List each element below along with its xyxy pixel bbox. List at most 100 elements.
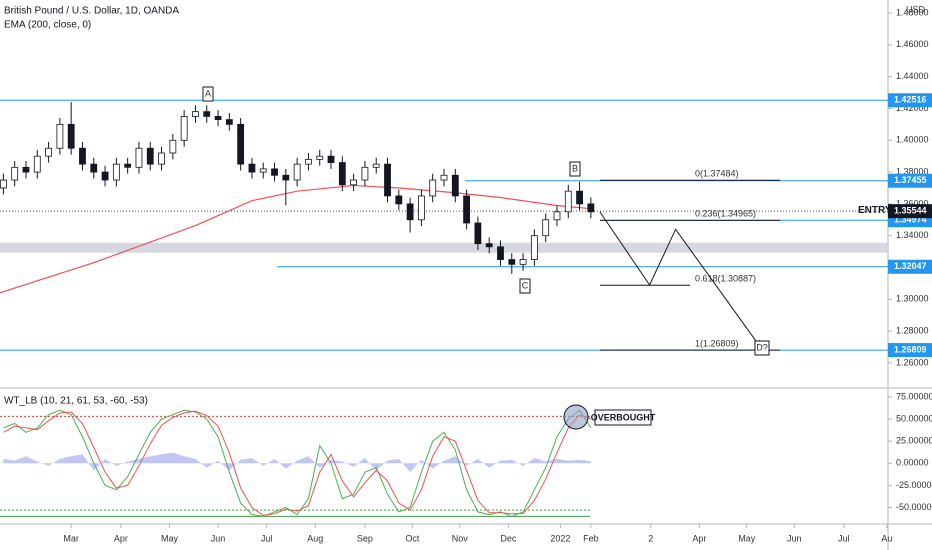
fib-label: 0(1.37484) <box>695 169 739 179</box>
fib-label: 0.618(1.30887) <box>695 274 756 284</box>
x-tick-label: Sep <box>357 533 373 543</box>
candle-body <box>372 163 380 168</box>
candle-body <box>214 116 222 121</box>
candle-body <box>395 195 403 205</box>
candle-body <box>497 246 504 260</box>
price-label: 1.32047 <box>894 261 927 271</box>
candle-body <box>316 155 324 160</box>
price-label: 1.26809 <box>894 344 927 354</box>
candle-body <box>192 111 199 117</box>
candle-body <box>0 179 7 189</box>
candle-body <box>124 163 132 168</box>
candle-body <box>248 163 256 173</box>
entry-label: ENTRY <box>858 205 892 216</box>
candle-body <box>463 195 470 224</box>
candle-body <box>305 158 312 165</box>
y-tick-label: 1.26000 <box>896 357 929 367</box>
candle-body <box>112 163 120 181</box>
x-tick-label: Jul <box>838 533 850 543</box>
candle-body <box>146 147 154 165</box>
candle-body <box>90 163 98 173</box>
candle-body <box>350 179 358 186</box>
x-tick-label: Aug <box>307 533 323 543</box>
candle-body <box>508 259 516 265</box>
candle-body <box>101 171 109 181</box>
y-tick-label: 25.00000 <box>896 436 932 446</box>
symbol-title: British Pound / U.S. Dollar, 1D, OANDA <box>4 6 179 17</box>
wave-label-box <box>569 161 581 177</box>
candle-body <box>203 111 211 117</box>
y-tick-label: -50.00000 <box>896 502 932 512</box>
y-tick-label: 1.38000 <box>896 166 929 176</box>
candle-body <box>384 163 391 197</box>
candle-body <box>22 166 30 173</box>
y-tick-label: 1.46000 <box>896 39 929 49</box>
wave-label: C <box>522 280 529 290</box>
x-tick-label: Feb <box>583 533 599 543</box>
price-label-box <box>888 343 932 358</box>
y-tick-label: 0.00000 <box>896 458 929 468</box>
candle-body <box>451 174 459 197</box>
plot-layer: 1.48000 1.46000 1.44000 1.42000 1.40000 1.380… <box>0 7 932 543</box>
candle-body <box>271 168 278 176</box>
candle-body <box>429 179 437 197</box>
price-label: 1.37455 <box>894 175 927 185</box>
wave-label: B <box>572 163 578 173</box>
overbought-label: OVERBOUGHT <box>591 412 656 422</box>
candle-body <box>169 139 177 154</box>
x-tick-label: 2022 <box>550 533 570 543</box>
candle-body <box>45 147 52 157</box>
x-tick-label: Nov <box>452 533 469 543</box>
last-price-box <box>888 204 932 219</box>
candle-body <box>361 166 369 181</box>
y-tick-label: 1.28000 <box>896 326 929 336</box>
y-tick-label: 1.34000 <box>896 230 929 240</box>
currency-label: USD <box>906 4 926 14</box>
wave-label: A <box>205 88 211 98</box>
candle-body <box>293 163 301 181</box>
wave-label: D? <box>756 342 768 352</box>
candle-body <box>67 123 75 149</box>
oscillator-title: WT_LB (10, 21, 61, 53, -60, -53) <box>4 396 148 407</box>
candle-body <box>530 235 538 260</box>
y-tick-label: 50.00000 <box>896 413 932 423</box>
y-tick-label: -25.00000 <box>896 480 932 490</box>
candle-body <box>542 219 550 237</box>
candle-body <box>282 174 290 181</box>
price-label-box <box>888 93 932 108</box>
x-tick-label: Jul <box>261 533 273 543</box>
x-tick-label: Apr <box>692 533 706 543</box>
candle-body <box>56 123 64 149</box>
wave-line <box>3 409 592 517</box>
candle-body <box>576 190 583 205</box>
candle-body <box>553 211 561 221</box>
candle-body <box>327 155 335 163</box>
overbought-marker <box>563 404 589 430</box>
x-tick-label: Au <box>881 533 892 543</box>
candle-body <box>79 147 86 165</box>
price-label-box <box>888 259 932 274</box>
x-tick-label: Mar <box>63 533 79 543</box>
x-tick-label: May <box>161 533 179 543</box>
price-label: 1.34974 <box>894 215 927 225</box>
candle-body <box>237 123 245 165</box>
wave-label-box <box>519 278 531 294</box>
candle-body <box>158 152 165 165</box>
candle-body <box>418 195 425 221</box>
candle-body <box>259 168 267 173</box>
y-tick-label: 75.00000 <box>896 391 932 401</box>
candle-body <box>474 222 482 245</box>
candle-body <box>485 243 493 248</box>
ema-legend: EMA (200, close, 0) <box>4 20 91 31</box>
candle-body <box>338 162 346 186</box>
candle-body <box>33 155 41 173</box>
candle-body <box>440 174 448 181</box>
x-tick-label: May <box>738 533 756 543</box>
candle-body <box>225 119 233 125</box>
y-tick-label: 1.36000 <box>896 198 929 208</box>
y-tick-label: 1.48000 <box>896 7 929 17</box>
wave-label-box <box>754 340 770 356</box>
